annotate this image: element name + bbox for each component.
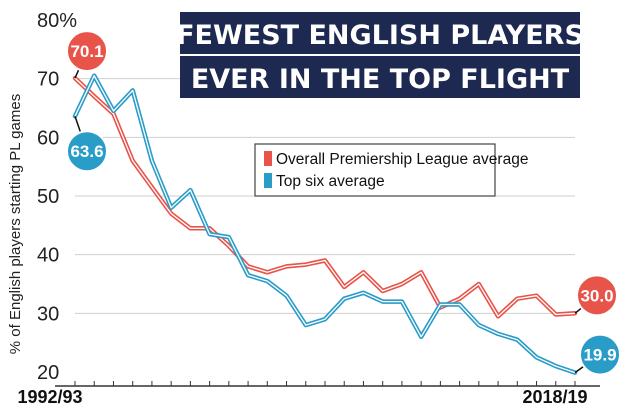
series-line-1-inner bbox=[75, 76, 575, 373]
legend-label-top-six: Top six average bbox=[276, 173, 385, 190]
series-line-0-inner bbox=[75, 78, 575, 316]
y-tick-label-60: 60 bbox=[37, 127, 59, 149]
y-tick-label-70: 70 bbox=[37, 69, 59, 91]
series-line-0-outer bbox=[75, 78, 575, 316]
callout-label-19.9: 19.9 bbox=[583, 346, 616, 365]
legend: Overall Premiership League average Top s… bbox=[255, 144, 528, 196]
callout-label-30.0: 30.0 bbox=[580, 286, 613, 305]
y-tick-label-50: 50 bbox=[37, 186, 59, 208]
series-layer bbox=[75, 76, 575, 373]
callout-label-63.6: 63.6 bbox=[70, 142, 103, 161]
legend-swatch-top-six bbox=[264, 173, 272, 188]
y-axis-label: % of English players starting PL games bbox=[7, 94, 24, 354]
title-line-1: FEWEST ENGLISH PLAYERS bbox=[176, 20, 584, 51]
title-line-2: EVER IN THE TOP FLIGHT bbox=[191, 64, 570, 95]
legend-swatch-overall bbox=[264, 151, 272, 166]
x-tick-label-last: 2018/19 bbox=[522, 387, 587, 407]
series-line-1-outer bbox=[75, 76, 575, 373]
y-tick-label-20: 20 bbox=[37, 362, 59, 384]
chart-title: FEWEST ENGLISH PLAYERS EVER IN THE TOP F… bbox=[176, 12, 584, 98]
y-tick-label-30: 30 bbox=[37, 303, 59, 325]
legend-label-overall: Overall Premiership League average bbox=[276, 151, 528, 168]
y-tick-label-80: 80% bbox=[37, 10, 77, 32]
callout-label-70.1: 70.1 bbox=[70, 42, 103, 61]
y-tick-label-40: 40 bbox=[37, 245, 59, 267]
x-tick-label-first: 1992/93 bbox=[17, 387, 82, 407]
